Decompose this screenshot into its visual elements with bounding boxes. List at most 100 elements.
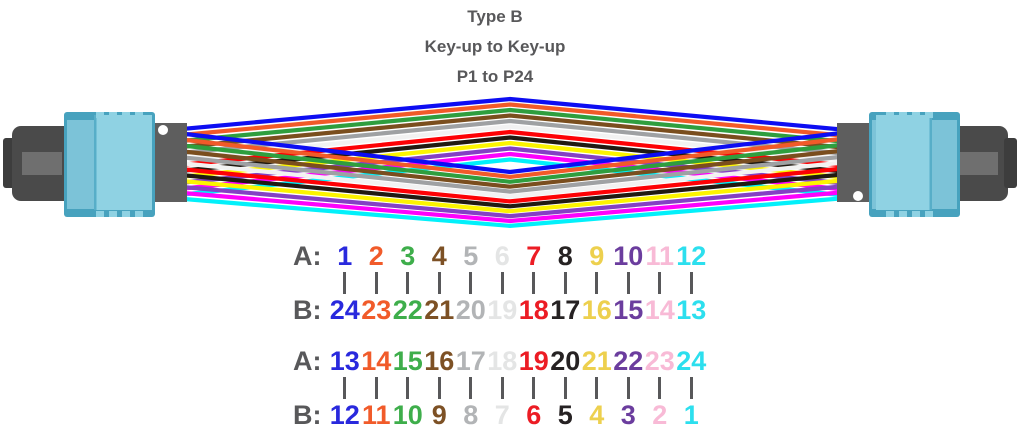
port-number-a: 16	[424, 345, 455, 376]
port-number-b: 8	[463, 399, 479, 430]
right-boot-cap	[1004, 138, 1017, 188]
fiber-lower-green	[159, 140, 859, 184]
port-number-a: 3	[400, 240, 416, 271]
port-number-a: 18	[487, 345, 518, 376]
left-housing-teeth	[96, 112, 143, 217]
mapping-line	[689, 377, 693, 399]
row-label-b: B:	[293, 294, 322, 325]
mapping-line	[437, 377, 441, 399]
fiber-upper-green	[159, 107, 859, 146]
mapping-line	[469, 272, 473, 294]
port-number-b: 19	[487, 294, 518, 325]
table2-b-cells: 12 11 10 9 8 7 6 5 4 3 2 1	[329, 400, 707, 431]
table2-bar-cells	[329, 377, 707, 399]
port-number-a: 21	[581, 345, 612, 376]
port-number-b: 16	[581, 294, 612, 325]
table2-row-a: A: 13 14 15 16 17 18 19 20 21 22 23 24	[287, 346, 707, 377]
port-number-b: 7	[494, 399, 510, 430]
port-number-b: 15	[613, 294, 644, 325]
title-fiber-range: P1 to P24	[456, 67, 534, 86]
mapping-table-1: A: 1 2 3 4 5 6 7 8 9 10 11 12 B: 24 23 22 21 20 19 18 17 16…	[287, 240, 707, 325]
port-number-a: 2	[368, 240, 384, 271]
mapping-line	[689, 272, 693, 294]
port-number-b: 6	[526, 399, 542, 430]
table1-connector-lines	[287, 269, 707, 297]
mapping-line	[595, 377, 599, 399]
table1-a-cells: 1 2 3 4 5 6 7 8 9 10 11 12	[329, 241, 707, 272]
port-number-b: 14	[644, 294, 675, 325]
port-number-b: 4	[589, 399, 605, 430]
port-number-a: 4	[431, 240, 447, 271]
mapping-line	[406, 272, 410, 294]
mapping-line	[374, 377, 378, 399]
right-housing-panel	[876, 115, 932, 210]
port-number-b: 22	[392, 294, 423, 325]
port-number-a: 20	[550, 345, 581, 376]
port-number-a: 5	[463, 240, 479, 271]
port-number-b: 2	[652, 399, 668, 430]
mapping-line	[437, 272, 441, 294]
port-number-a: 1	[337, 240, 353, 271]
table1-row-a: A: 1 2 3 4 5 6 7 8 9 10 11 12	[287, 240, 707, 272]
row-label-b: B:	[293, 399, 322, 430]
port-number-b: 5	[557, 399, 573, 430]
fiber-lower-red	[159, 164, 859, 204]
port-number-b: 24	[329, 294, 360, 325]
row-label-a: A:	[293, 240, 322, 271]
port-number-a: 12	[676, 240, 707, 271]
fiber-lower-brown	[159, 146, 859, 189]
port-number-a: 19	[518, 345, 549, 376]
left-housing-panel	[94, 115, 152, 210]
mapping-line	[563, 272, 567, 294]
fiber-lower-blue	[159, 128, 859, 175]
mapping-line	[626, 272, 630, 294]
table2-row-b: B: 12 11 10 9 8 7 6 5 4 3 2 1	[287, 399, 707, 431]
port-number-b: 23	[361, 294, 392, 325]
mapping-table-2: A: 13 14 15 16 17 18 19 20 21 22 23 24 B: 12 11 10 9 8 7…	[287, 346, 707, 431]
port-number-b: 13	[676, 294, 707, 325]
mapping-line	[500, 377, 504, 399]
mapping-line	[374, 272, 378, 294]
table1-row-b: B: 24 23 22 21 20 19 18 17 16 15 14 13	[287, 294, 707, 325]
fiber-lower-black	[159, 170, 859, 209]
port-number-a: 15	[392, 345, 423, 376]
table2-connector-lines	[287, 374, 707, 402]
port-number-a: 9	[589, 240, 605, 271]
port-number-b: 17	[550, 294, 581, 325]
mapping-line	[406, 377, 410, 399]
port-number-a: 22	[613, 345, 644, 376]
mapping-line	[532, 272, 536, 294]
left-connector	[3, 112, 187, 217]
left-boot-stripe	[22, 152, 62, 175]
mapping-line	[563, 377, 567, 399]
mapping-line	[658, 377, 662, 399]
port-number-b: 3	[620, 399, 636, 430]
port-number-a: 7	[526, 240, 542, 271]
left-housing-panel-edge	[94, 115, 97, 210]
fiber-bundle	[159, 96, 859, 229]
right-housing-teeth	[886, 112, 933, 217]
right-key-hole	[853, 191, 863, 201]
port-number-b: 12	[329, 399, 360, 430]
table1-bar-cells	[329, 272, 707, 294]
mapping-line	[343, 272, 347, 294]
fiber-lower-orange	[159, 134, 859, 180]
port-number-a: 24	[676, 345, 707, 376]
right-boot-stripe	[956, 152, 998, 175]
left-key-hole	[158, 125, 168, 135]
mapping-line	[532, 377, 536, 399]
mapping-line	[658, 272, 662, 294]
port-number-b: 1	[683, 399, 699, 430]
fiber-lower-slate	[159, 152, 859, 194]
fiber-lower-violet	[159, 182, 859, 219]
port-number-b: 20	[455, 294, 486, 325]
mapping-line	[500, 272, 504, 294]
port-number-a: 23	[644, 345, 675, 376]
port-number-a: 11	[645, 240, 675, 271]
fiber-lower-yellow	[159, 176, 859, 214]
table2-a-cells: 13 14 15 16 17 18 19 20 21 22 23 24	[329, 346, 707, 377]
title-type: Type B	[467, 7, 523, 26]
port-number-b: 9	[431, 399, 447, 430]
port-number-a: 10	[613, 240, 644, 271]
